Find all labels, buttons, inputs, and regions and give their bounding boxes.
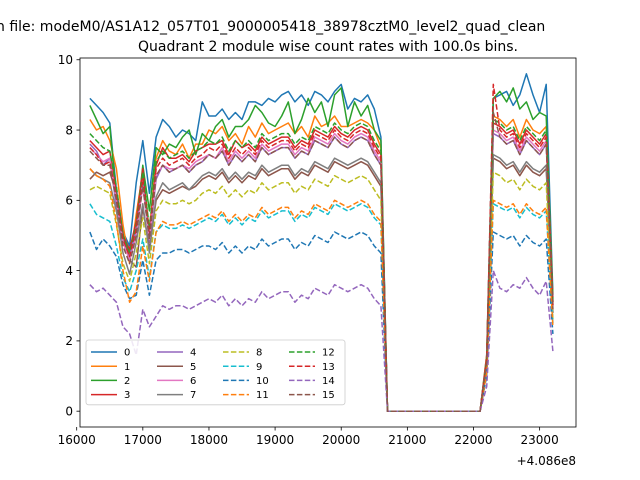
y-tick-label: 2 [65, 334, 73, 348]
x-tick-label: 23000 [521, 433, 559, 447]
y-tick-label: 6 [65, 194, 73, 208]
series-line-8 [89, 171, 554, 412]
legend-label-1: 1 [124, 362, 130, 373]
legend-label-2: 2 [124, 376, 130, 387]
legend-label-11: 11 [256, 390, 269, 401]
x-tick-label: 21000 [388, 433, 426, 447]
x-tick-label: 18000 [190, 433, 228, 447]
chart-title: Quadrant 2 module wise count rates with … [138, 39, 518, 55]
x-offset-label: +4.086e8 [517, 454, 576, 468]
legend-label-15: 15 [322, 390, 335, 401]
series-line-15 [89, 111, 554, 412]
x-tick-label: 16000 [58, 433, 96, 447]
legend-label-9: 9 [256, 362, 262, 373]
y-tick-label: 10 [58, 53, 73, 67]
y-tick-label: 4 [65, 264, 73, 278]
figure-suptitle: n file: modeM0/AS1A12_057T01_9000005418_… [0, 19, 545, 35]
y-tick-label: 0 [65, 404, 73, 418]
legend-label-0: 0 [124, 348, 130, 359]
legend-box [85, 339, 346, 406]
legend-label-4: 4 [190, 348, 196, 359]
legend-label-3: 3 [124, 390, 130, 401]
legend-label-5: 5 [190, 362, 196, 373]
x-tick-label: 20000 [322, 433, 360, 447]
legend-label-14: 14 [322, 376, 335, 387]
legend-label-6: 6 [190, 376, 196, 387]
legend-label-8: 8 [256, 348, 262, 359]
legend-label-12: 12 [322, 348, 335, 359]
y-tick-label: 8 [65, 123, 73, 137]
axes-layer: 16000 17000 18000 19000 20000 21000 22000 23000… [58, 53, 577, 447]
legend-label-7: 7 [190, 390, 196, 401]
x-tick-label: 22000 [454, 433, 492, 447]
series-line-14 [89, 269, 554, 412]
x-tick-label: 17000 [124, 433, 162, 447]
legend-label-10: 10 [256, 376, 269, 387]
x-tick-label: 19000 [256, 433, 294, 447]
axes-frame [79, 57, 577, 428]
legend-label-13: 13 [322, 362, 335, 373]
series-line-10 [89, 231, 554, 412]
series-layer [89, 73, 554, 412]
